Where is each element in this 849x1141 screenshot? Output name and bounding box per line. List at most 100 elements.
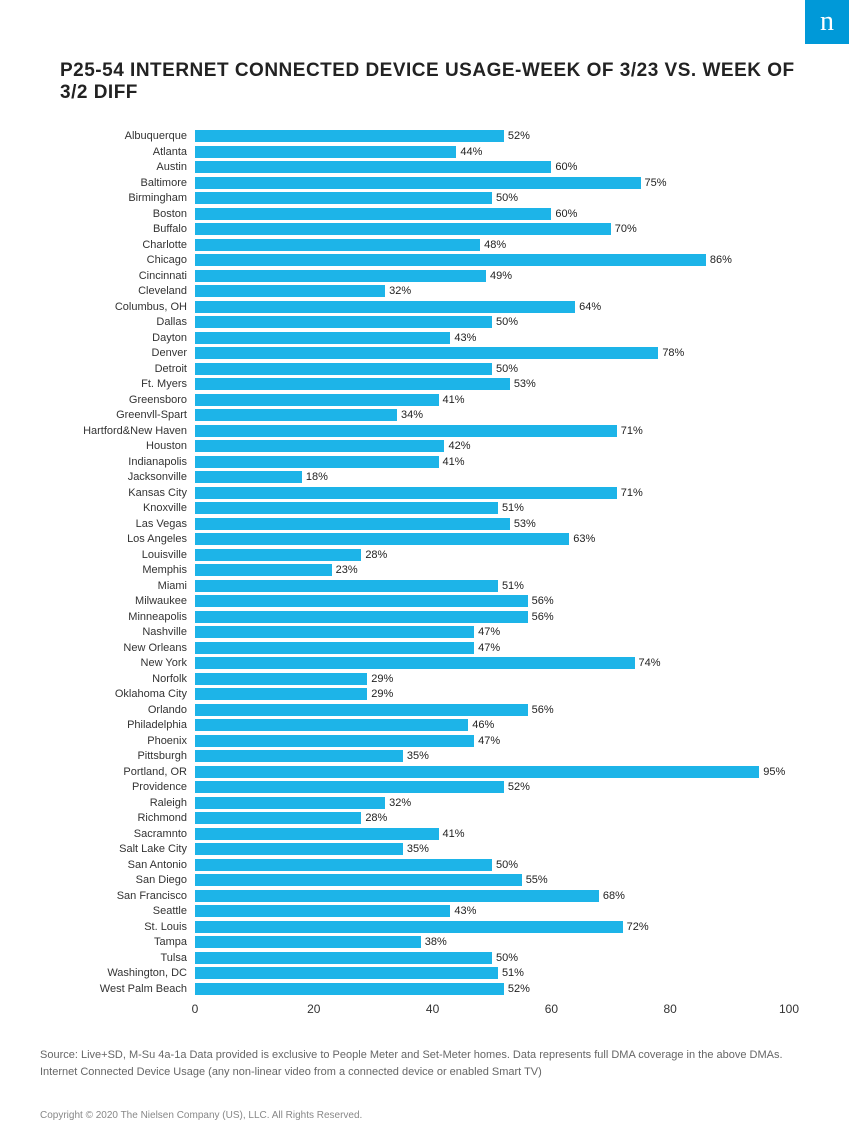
bar-track: 51% [195,967,789,979]
bar-fill: 50% [195,952,492,964]
bar-track: 32% [195,797,789,809]
bar-track: 41% [195,394,789,406]
bar-value-label: 43% [450,905,476,917]
bar-value-label: 28% [361,549,387,561]
axis-tick: 100 [779,1002,799,1016]
bar-fill: 56% [195,704,528,716]
bar-track: 56% [195,611,789,623]
bar-fill: 52% [195,983,504,995]
bar-row: San Antonio50% [70,858,789,873]
bar-track: 74% [195,657,789,669]
bar-value-label: 50% [492,316,518,328]
city-label: Seattle [70,905,195,917]
bar-track: 78% [195,347,789,359]
bar-value-label: 47% [474,735,500,747]
city-label: Buffalo [70,223,195,235]
bar-value-label: 34% [397,409,423,421]
city-label: Los Angeles [70,533,195,545]
bar-row: Greensboro41% [70,393,789,408]
city-label: Phoenix [70,735,195,747]
city-label: Albuquerque [70,130,195,142]
city-label: Sacramnto [70,828,195,840]
bar-fill: 34% [195,409,397,421]
bar-value-label: 38% [421,936,447,948]
city-label: San Diego [70,874,195,886]
bar-fill: 60% [195,208,551,220]
bar-row: Seattle 43% [70,904,789,919]
bar-row: Tulsa50% [70,951,789,966]
bar-fill: 51% [195,580,498,592]
bar-row: Kansas City71% [70,486,789,501]
bar-track: 32% [195,285,789,297]
bar-track: 44% [195,146,789,158]
chart-area: Albuquerque52%Atlanta44%Austin60%Baltimo… [70,129,789,1022]
bar-value-label: 47% [474,626,500,638]
city-label: Nashville [70,626,195,638]
city-label: West Palm Beach [70,983,195,995]
bar-value-label: 56% [528,611,554,623]
bar-value-label: 32% [385,797,411,809]
city-label: New Orleans [70,642,195,654]
bar-track: 28% [195,812,789,824]
bar-fill: 23% [195,564,332,576]
city-label: Austin [70,161,195,173]
bar-track: 75% [195,177,789,189]
city-label: Baltimore [70,177,195,189]
chart-container: n P25-54 INTERNET CONNECTED DEVICE USAGE… [0,0,849,1141]
city-label: Greensboro [70,394,195,406]
bar-track: 55% [195,874,789,886]
bar-track: 35% [195,750,789,762]
bar-track: 51% [195,502,789,514]
city-label: Cleveland [70,285,195,297]
city-label: Tulsa [70,952,195,964]
bar-fill: 78% [195,347,658,359]
bar-fill: 28% [195,549,361,561]
bar-track: 47% [195,626,789,638]
chart-title: P25-54 INTERNET CONNECTED DEVICE USAGE-W… [60,60,809,104]
axis-tick: 20 [307,1002,320,1016]
bar-value-label: 50% [492,192,518,204]
bar-fill: 46% [195,719,468,731]
bar-value-label: 86% [706,254,732,266]
bar-value-label: 51% [498,502,524,514]
bar-track: 95% [195,766,789,778]
bar-row: Detroit50% [70,362,789,377]
city-label: Louisville [70,549,195,561]
city-label: Kansas City [70,487,195,499]
city-label: Pittsburgh [70,750,195,762]
bar-fill: 47% [195,642,474,654]
city-label: Dallas [70,316,195,328]
bar-fill: 52% [195,781,504,793]
city-label: Oklahoma City [70,688,195,700]
bar-track: 34% [195,409,789,421]
bar-row: Cleveland32% [70,284,789,299]
bar-track: 52% [195,983,789,995]
city-label: Minneapolis [70,611,195,623]
bar-value-label: 49% [486,270,512,282]
bar-value-label: 60% [551,208,577,220]
bar-row: Chicago86% [70,253,789,268]
city-label: Washington, DC [70,967,195,979]
bar-fill: 50% [195,192,492,204]
bar-row: Minneapolis 56% [70,610,789,625]
bar-fill: 50% [195,363,492,375]
city-label: Houston [70,440,195,452]
city-label: Hartford&New Haven [70,425,195,437]
bar-track: 38% [195,936,789,948]
axis-tick: 80 [664,1002,677,1016]
bar-value-label: 50% [492,363,518,375]
city-label: Milwaukee [70,595,195,607]
bar-row: Pittsburgh35% [70,749,789,764]
bar-value-label: 64% [575,301,601,313]
bar-row: Phoenix 47% [70,734,789,749]
bar-fill: 44% [195,146,456,158]
bar-value-label: 42% [444,440,470,452]
bar-track: 60% [195,161,789,173]
bar-track: 86% [195,254,789,266]
bar-fill: 53% [195,378,510,390]
bar-row: Washington, DC51% [70,966,789,981]
bar-value-label: 70% [611,223,637,235]
bar-value-label: 52% [504,781,530,793]
bar-track: 47% [195,642,789,654]
bar-row: Houston 42% [70,439,789,454]
